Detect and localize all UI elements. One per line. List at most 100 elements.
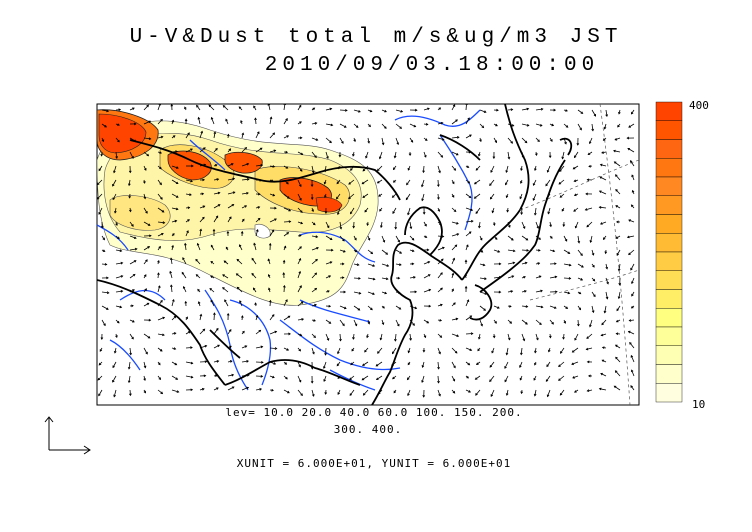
wind-vector-head xyxy=(494,321,497,324)
wind-vector-head xyxy=(564,238,568,242)
wind-vector-head xyxy=(345,108,348,112)
wind-vector xyxy=(339,235,345,242)
wind-vector-head xyxy=(407,362,411,366)
wind-vector-head xyxy=(169,270,172,274)
wind-vector xyxy=(562,151,565,159)
wind-vector xyxy=(182,257,187,265)
wind-vector xyxy=(489,361,495,368)
wind-vector-head xyxy=(210,244,214,248)
wind-vector xyxy=(558,375,565,381)
wind-vector-head xyxy=(509,321,513,324)
wind-vector-head xyxy=(148,137,152,141)
wind-vector xyxy=(185,179,193,182)
wind-vector-head xyxy=(440,272,443,275)
wind-vector-head xyxy=(422,395,426,398)
wind-vector xyxy=(630,355,635,363)
wind-vector-head xyxy=(576,143,580,146)
wind-vector-head xyxy=(217,204,221,207)
wind-vector xyxy=(613,150,621,153)
wind-vector-head xyxy=(631,281,634,285)
wind-vector-head xyxy=(498,275,502,279)
wind-vector-head xyxy=(589,141,592,145)
wind-vector-head xyxy=(203,374,207,378)
wind-vector-head xyxy=(102,249,106,252)
wind-vector xyxy=(423,319,429,324)
wind-vector-head xyxy=(119,249,123,253)
wind-vector-head xyxy=(147,246,151,249)
wind-vector xyxy=(507,319,512,324)
wind-vector xyxy=(129,248,137,251)
wind-vector-head xyxy=(324,353,328,356)
wind-vector-head xyxy=(339,226,343,230)
wind-vector xyxy=(465,315,472,321)
wind-vector-head xyxy=(323,366,326,369)
wind-vector-head xyxy=(312,107,316,111)
wind-vector xyxy=(535,275,542,279)
wind-vector-head xyxy=(366,223,370,226)
wind-vector xyxy=(437,272,443,279)
wind-vector xyxy=(170,285,173,293)
wind-vector xyxy=(599,190,607,195)
wind-vector-head xyxy=(199,313,203,317)
chart-timestamp: 2010/09/03.18:00:00 xyxy=(264,54,600,77)
wind-vector xyxy=(560,347,565,354)
wind-vector xyxy=(479,123,484,128)
wind-vector-head xyxy=(326,338,330,341)
wind-vector-head xyxy=(214,164,218,167)
wind-vector-head xyxy=(422,170,425,174)
wind-vector-head xyxy=(573,179,577,183)
wind-vector-head xyxy=(223,260,227,264)
wind-vector-head xyxy=(365,155,368,159)
wind-vector-head xyxy=(423,335,427,339)
wind-vector-head xyxy=(377,351,380,354)
wind-vector xyxy=(114,207,117,213)
wind-vector-head xyxy=(524,140,528,144)
wind-vector xyxy=(239,244,243,251)
wind-vector-head xyxy=(238,106,242,109)
wind-vector xyxy=(421,193,425,201)
wind-vector-head xyxy=(326,225,330,229)
wind-vector-head xyxy=(117,123,120,126)
wind-vector xyxy=(211,117,215,125)
wind-vector xyxy=(336,193,341,200)
wind-vector-head xyxy=(481,125,485,129)
wind-vector-head xyxy=(314,303,317,307)
wind-vector-head xyxy=(283,104,287,106)
wind-vector-head xyxy=(422,212,426,215)
wind-vector xyxy=(591,109,596,117)
wind-vector-head xyxy=(182,257,185,260)
wind-vector xyxy=(405,193,411,200)
wind-vector-head xyxy=(200,130,204,134)
wind-vector-head xyxy=(157,259,160,263)
wind-vector-head xyxy=(343,249,346,253)
wind-vector xyxy=(143,302,149,307)
wind-vector xyxy=(283,347,289,351)
wind-vector-head xyxy=(504,366,507,369)
wind-vector xyxy=(394,151,397,158)
wind-vector xyxy=(489,179,495,186)
wind-vector-head xyxy=(228,148,232,151)
rivers xyxy=(97,109,481,391)
wind-vector-head xyxy=(202,328,206,332)
wind-vector-head xyxy=(133,260,137,263)
wind-vector-head xyxy=(520,212,524,215)
wind-vector xyxy=(618,291,621,299)
wind-vector-head xyxy=(473,196,477,199)
wind-vector-head xyxy=(202,178,205,182)
wind-vector-head xyxy=(354,323,358,327)
wind-vector-head xyxy=(568,276,572,280)
wind-vector-head xyxy=(455,152,459,156)
wind-vector-head xyxy=(190,361,194,365)
wind-vector xyxy=(521,108,529,111)
wind-vector-head xyxy=(267,258,271,262)
wind-vector xyxy=(171,207,178,210)
wind-vector xyxy=(437,389,441,397)
wind-vector-head xyxy=(577,240,581,244)
wind-vector xyxy=(465,117,470,125)
wind-vector-head xyxy=(299,169,303,172)
wind-vector xyxy=(311,259,318,265)
wind-vector-head xyxy=(405,197,409,201)
wind-vector-head xyxy=(299,136,303,140)
wind-vector-head xyxy=(226,312,230,316)
